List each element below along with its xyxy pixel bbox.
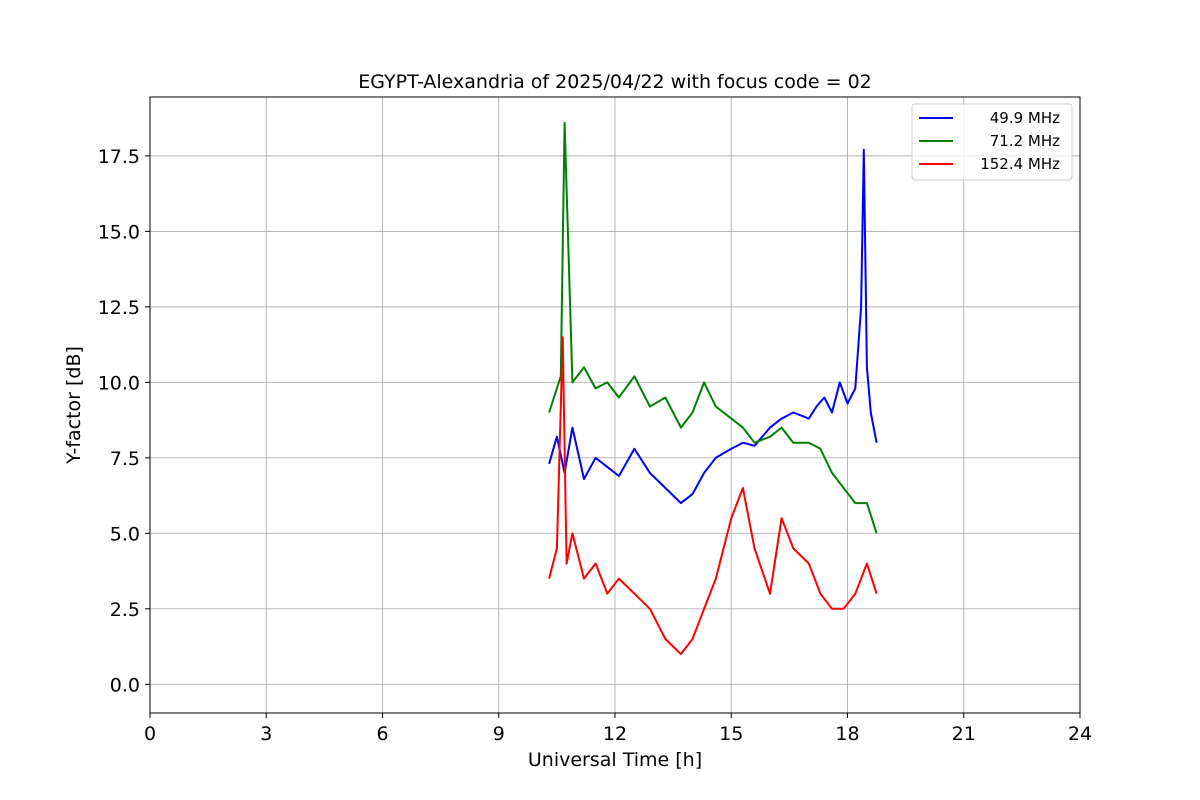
y-tick-label: 2.5 xyxy=(110,599,140,621)
y-tick-label: 12.5 xyxy=(98,297,140,319)
y-axis-label: Y-factor [dB] xyxy=(63,346,85,465)
x-tick-label: 0 xyxy=(144,723,156,745)
y-tick-label: 0.0 xyxy=(110,674,140,696)
x-tick-label: 12 xyxy=(603,723,627,745)
x-axis: 0 3 6 9 12 15 18 21 24 xyxy=(144,713,1092,745)
series-line-3 xyxy=(548,336,878,656)
x-tick-label: 18 xyxy=(835,723,859,745)
y-tick-label: 15.0 xyxy=(98,221,140,243)
series-line-2 xyxy=(548,121,878,534)
x-tick-label: 3 xyxy=(260,723,272,745)
legend-label: 71.2 MHz xyxy=(990,132,1060,150)
legend-label: 49.9 MHz xyxy=(990,109,1060,127)
y-tick-label: 10.0 xyxy=(98,372,140,394)
x-axis-label: Universal Time [h] xyxy=(528,749,702,771)
legend: 49.9 MHz 71.2 MHz 152.4 MHz xyxy=(911,103,1073,181)
y-tick-label: 17.5 xyxy=(98,146,140,168)
chart-title: EGYPT-Alexandria of 2025/04/22 with focu… xyxy=(358,71,872,93)
y-tick-label: 5.0 xyxy=(110,523,140,545)
legend-label: 152.4 MHz xyxy=(980,155,1060,173)
x-tick-label: 15 xyxy=(719,723,743,745)
grid xyxy=(149,97,1081,713)
y-axis: 0.0 2.5 5.0 7.5 10.0 12.5 15.0 17.5 xyxy=(98,146,150,696)
y-tick-label: 7.5 xyxy=(110,448,140,470)
x-tick-label: 6 xyxy=(376,723,388,745)
series-line-1 xyxy=(548,148,878,505)
legend-box xyxy=(911,103,1073,181)
x-tick-label: 9 xyxy=(493,723,505,745)
series-layer xyxy=(548,121,878,656)
x-tick-label: 24 xyxy=(1068,723,1092,745)
x-tick-label: 21 xyxy=(952,723,976,745)
